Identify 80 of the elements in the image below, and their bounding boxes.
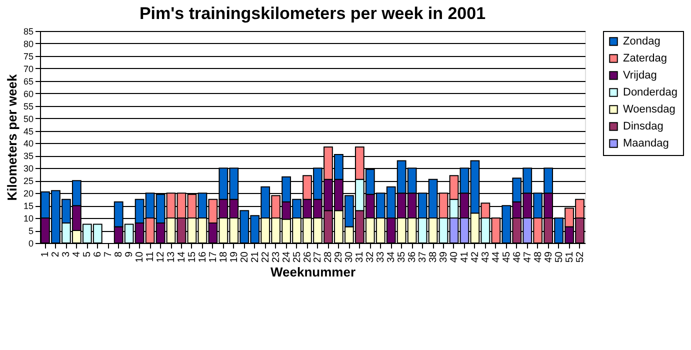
x-tick-label: 32 — [365, 251, 376, 263]
x-tick-label: 51 — [564, 251, 576, 263]
legend-label: Zondag — [623, 36, 660, 48]
x-tick-label: 30 — [344, 251, 356, 263]
x-tick-label: 52 — [574, 251, 586, 263]
x-tick-label: 38 — [428, 251, 440, 263]
x-tick-label: 34 — [386, 251, 398, 263]
x-tick-label: 3 — [61, 251, 72, 258]
y-tick-label: 10 — [23, 214, 34, 224]
x-tick-label: 27 — [312, 251, 324, 263]
x-tick-label: 1 — [40, 251, 52, 258]
y-tick-label: 70 — [23, 64, 34, 74]
legend-label: Vrijdag — [623, 70, 657, 82]
legend-label: Dinsdag — [623, 120, 664, 132]
x-tick-label: 47 — [522, 251, 534, 263]
x-tick-label: 24 — [281, 251, 292, 263]
x-tick-label: 35 — [396, 251, 408, 263]
x-tick-label: 37 — [418, 251, 429, 263]
x-tick-label: 26 — [302, 251, 314, 263]
x-tick-label: 22 — [260, 251, 272, 263]
x-tick-label: 13 — [166, 251, 178, 263]
x-axis-title: Weeknummer — [270, 264, 356, 280]
x-tick-label: 36 — [407, 251, 418, 263]
y-tick-label: 45 — [23, 126, 34, 136]
x-tick-label: 12 — [156, 251, 167, 263]
x-tick-label: 33 — [376, 251, 387, 263]
x-tick-label: 11 — [145, 251, 156, 262]
x-tick-label: 21 — [250, 251, 261, 263]
x-tick-label: 5 — [82, 251, 94, 258]
x-tick-label: 8 — [114, 251, 125, 258]
x-tick-label: 16 — [197, 251, 208, 263]
y-tick-label: 65 — [23, 76, 34, 86]
y-tick-label: 85 — [23, 26, 34, 36]
x-tick-label: 15 — [186, 251, 198, 263]
x-tick-label: 45 — [501, 251, 512, 263]
y-tick-label: 80 — [23, 38, 34, 49]
y-tick-label: 20 — [23, 188, 34, 199]
y-tick-label: 60 — [23, 88, 34, 99]
x-tick-label: 4 — [72, 251, 83, 258]
y-tick-label: 15 — [23, 201, 34, 212]
x-tick-label: 9 — [124, 251, 136, 258]
x-tick-label: 14 — [176, 251, 188, 263]
y-tick-label: 25 — [23, 176, 34, 186]
legend-label: Woensdag — [623, 104, 676, 116]
x-tick-label: 18 — [218, 251, 230, 263]
legend-label: Donderdag — [623, 86, 678, 98]
y-tick-label: 55 — [23, 101, 34, 112]
x-tick-label: 31 — [354, 251, 366, 263]
y-tick-label: 50 — [23, 114, 34, 124]
x-tick-label: 19 — [228, 251, 240, 263]
x-tick-label: 17 — [208, 251, 219, 263]
x-tick-label: 10 — [134, 251, 146, 263]
x-tick-label: 40 — [448, 251, 460, 263]
x-tick-label: 23 — [270, 251, 282, 263]
y-tick-label: 0 — [28, 238, 34, 248]
y-tick-label: 30 — [23, 164, 34, 174]
y-tick-label: 75 — [23, 51, 34, 62]
legend-label: Zaterdag — [623, 52, 668, 64]
x-tick-label: 48 — [532, 251, 544, 263]
x-tick-label: 28 — [323, 251, 334, 263]
x-tick-label: 20 — [239, 251, 250, 263]
y-axis-title: Kilometers per week — [4, 74, 20, 201]
x-tick-label: 44 — [490, 251, 502, 263]
x-tick-label: 2 — [50, 251, 62, 258]
x-tick-label: 41 — [459, 251, 470, 263]
y-tick-label: 35 — [23, 151, 34, 162]
x-tick-label: 25 — [292, 251, 303, 263]
y-tick-label: 5 — [28, 226, 34, 236]
x-tick-label: 39 — [438, 251, 450, 263]
x-tick-label: 29 — [334, 251, 345, 263]
x-tick-label: 49 — [543, 251, 554, 263]
x-tick-label: 50 — [554, 251, 565, 263]
x-tick-label: 43 — [480, 251, 492, 263]
x-tick-label: 6 — [92, 251, 104, 258]
legend-label: Maandag — [623, 138, 669, 150]
x-tick-label: 46 — [512, 251, 523, 263]
y-tick-label: 40 — [23, 138, 34, 149]
x-tick-label: 7 — [103, 251, 114, 258]
chart-title: Pim's trainingskilometers per week in 2001 — [139, 4, 486, 23]
x-tick-label: 42 — [470, 251, 481, 263]
